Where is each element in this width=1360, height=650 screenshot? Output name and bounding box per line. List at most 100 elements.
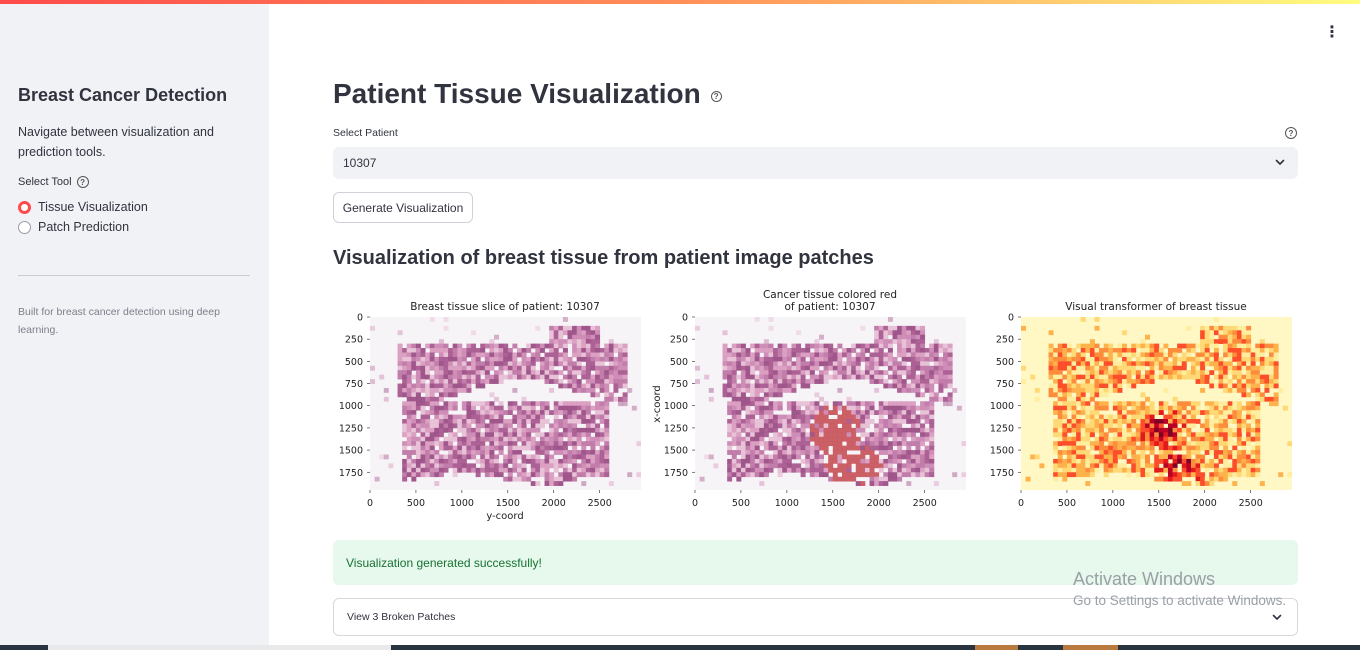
tissue-patch [581, 432, 587, 438]
heat-patch [1145, 414, 1151, 420]
heat-patch [1048, 392, 1054, 398]
tissue-patch [722, 370, 728, 376]
heat-patch [1062, 472, 1068, 478]
tissue-patch [745, 441, 751, 447]
tissue-patch [878, 405, 884, 411]
tissue-patch [851, 458, 857, 464]
heat-patch [1181, 365, 1187, 371]
chart-title-line2: of patient: 10307 [784, 301, 875, 313]
tissue-patch [535, 458, 541, 464]
taskbar-item[interactable] [48, 645, 391, 650]
tissue-patch [722, 374, 728, 380]
heat-patch [1204, 481, 1210, 486]
help-icon[interactable]: ? [76, 176, 89, 188]
tissue-patch [782, 450, 788, 455]
tissue-patch [457, 343, 463, 349]
tissue-patch [452, 445, 458, 451]
tissue-patch [539, 370, 545, 376]
radio-patch-prediction[interactable]: Patch Prediction [18, 220, 129, 234]
tissue-patch [489, 441, 495, 447]
sidebar-footer: Built for breast cancer detection using … [18, 306, 220, 336]
tissue-patch [782, 383, 788, 389]
tissue-patch [558, 445, 564, 451]
tissue-patch [878, 330, 884, 336]
tissue-patch [434, 441, 440, 447]
tissue-patch [768, 467, 774, 473]
taskbar-item[interactable] [975, 645, 1018, 650]
tissue-patch [809, 370, 815, 376]
help-icon[interactable]: ? [710, 90, 722, 102]
heat-patch [1122, 401, 1128, 407]
tissue-patch [595, 467, 601, 473]
tissue-patch [475, 374, 481, 380]
tissue-patch [910, 339, 916, 345]
tissue-patch [864, 445, 870, 451]
tissue-patch [832, 454, 838, 460]
tissue-patch [796, 405, 802, 411]
kebab-menu-icon[interactable]: ⋮ [1324, 24, 1340, 41]
patient-select[interactable]: 10307 [333, 147, 1298, 179]
tissue-patch [530, 419, 536, 424]
tissue-patch [915, 450, 921, 455]
heat-patch [1076, 396, 1082, 402]
heat-patch [1223, 454, 1229, 460]
heat-patch [1140, 467, 1146, 473]
tissue-patch [572, 370, 578, 376]
heat-patch [1122, 436, 1128, 442]
heat-patch [1080, 472, 1086, 478]
tissue-patch [814, 361, 820, 367]
tissue-patch [750, 396, 756, 402]
tissue-patch [457, 458, 463, 464]
tissue-patch [549, 339, 555, 345]
tissue-patch [521, 348, 527, 353]
tissue-patch [920, 436, 926, 442]
tissue-patch [791, 467, 797, 473]
help-icon[interactable]: ? [1285, 127, 1297, 139]
tissue-figure: Breast tissue slice of patient: 10307 Ca… [339, 289, 1292, 522]
tissue-patch [759, 481, 765, 486]
tissue-patch [832, 467, 838, 473]
tissue-patch [777, 374, 783, 380]
heat-patch [1062, 445, 1068, 451]
tissue-patch [567, 370, 573, 376]
broken-patches-expander[interactable]: View 3 Broken Patches [333, 598, 1298, 636]
heat-patch [1241, 445, 1247, 451]
tissue-patch [576, 352, 582, 358]
heat-patch [1066, 454, 1072, 460]
tissue-patch [832, 432, 838, 438]
tissue-patch [740, 392, 746, 398]
tissue-patch [539, 401, 545, 407]
tissue-patch [595, 352, 601, 358]
heat-patch [1085, 410, 1091, 415]
radio-unselected-icon[interactable] [18, 220, 31, 234]
radio-selected-icon[interactable] [18, 200, 31, 214]
tissue-patch [736, 476, 742, 482]
taskbar-item[interactable] [1063, 645, 1118, 650]
heat-patch [1122, 330, 1128, 336]
tissue-patch [572, 450, 578, 455]
tissue-patch [814, 410, 820, 415]
heat-patch [1204, 441, 1210, 447]
radio-tissue-visualization[interactable]: Tissue Visualization [18, 200, 148, 214]
heat-patch [1094, 361, 1100, 367]
tissue-patch [731, 423, 737, 429]
tissue-patch [897, 414, 903, 420]
tissue-patch [837, 445, 843, 451]
tissue-patch [929, 410, 935, 415]
heat-patch [1066, 427, 1072, 433]
tissue-patch [763, 432, 769, 438]
heat-patch [1080, 419, 1086, 424]
heat-patch [1223, 387, 1229, 393]
tissue-patch [874, 352, 880, 358]
tissue-patch [819, 361, 825, 367]
heat-patch [1066, 458, 1072, 464]
tissue-patch [920, 454, 926, 460]
tissue-patch [558, 419, 564, 424]
tissue-patch [814, 348, 820, 353]
heat-patch [1057, 352, 1063, 358]
tissue-patch [434, 419, 440, 424]
tissue-patch [763, 410, 769, 415]
tissue-patch [791, 401, 797, 407]
heat-patch [1085, 361, 1091, 367]
generate-visualization-button[interactable]: Generate Visualization [333, 192, 473, 223]
